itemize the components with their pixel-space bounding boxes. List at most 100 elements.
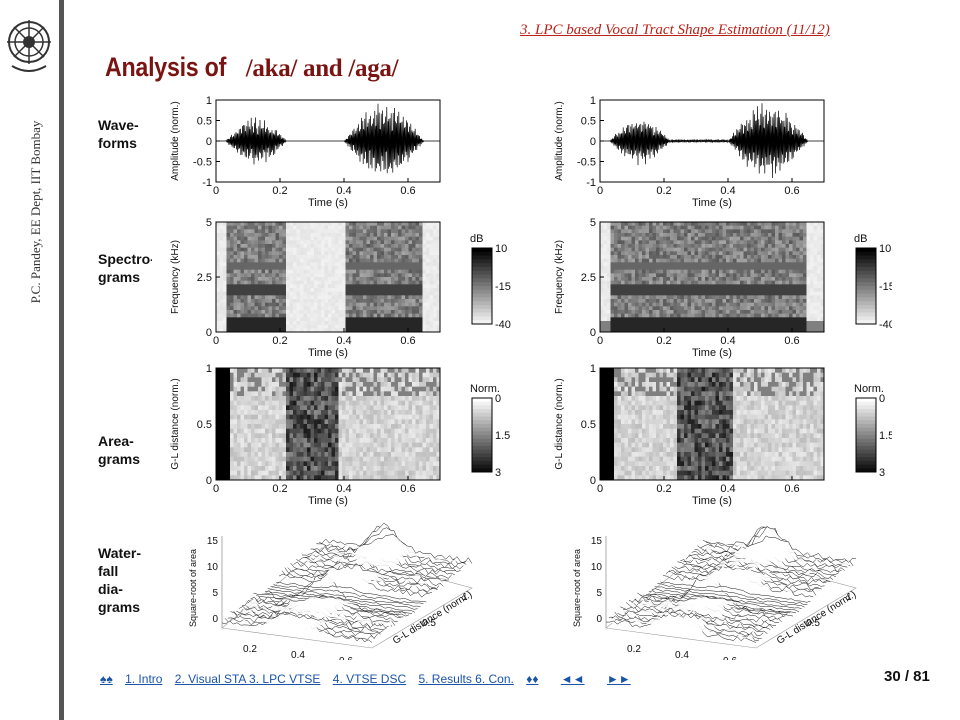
- aga-spec-cell: [684, 273, 688, 278]
- aka-spec-cell: [254, 258, 259, 263]
- aka-area-cell: [419, 419, 423, 425]
- aka-area-cell: [233, 442, 238, 448]
- aga-spec-cell: [722, 299, 727, 304]
- aga-spec-cell: [729, 229, 734, 234]
- aka-area-cell: [240, 438, 245, 444]
- aka-spec-cell: [251, 266, 255, 271]
- aga-spec-cell: [715, 255, 720, 260]
- aka-spec-cell: [286, 251, 290, 256]
- aga-spec-cell: [656, 328, 660, 333]
- aka-spec-cell: [377, 310, 381, 315]
- aga-spec-cell: [638, 269, 643, 274]
- aka-area-cell: [293, 396, 297, 402]
- aka-area-cell: [282, 442, 287, 448]
- aga-spec-cell: [635, 317, 639, 322]
- aga-spec-cell: [649, 255, 653, 260]
- aka-spec-cell: [237, 306, 241, 311]
- aka-spec-cell: [289, 269, 294, 274]
- aka-spec-cell: [226, 284, 231, 289]
- aka-area-cell: [356, 382, 360, 388]
- aka-spec-cell: [300, 284, 304, 289]
- aka-area-cell: [349, 470, 353, 476]
- aga-spec-cell: [624, 258, 629, 263]
- aka-area-cell: [226, 414, 231, 420]
- aka-spec-cell: [296, 269, 301, 274]
- aka-spec-cell: [426, 321, 430, 326]
- aka-spec-cbar-title: dB: [470, 233, 483, 245]
- aka-spec-cell: [268, 233, 273, 238]
- aga-spec-cell: [666, 236, 671, 241]
- aga-spec-cell: [670, 321, 674, 326]
- aga-spec-cell: [743, 236, 748, 241]
- aka-spec-cell: [352, 269, 357, 274]
- aka-area-cell: [398, 428, 402, 434]
- aka-spec-cell: [272, 284, 276, 289]
- aka-spec-cell: [254, 310, 259, 315]
- aka-area-cell: [345, 447, 350, 453]
- aga-spec-cell: [750, 328, 755, 333]
- aka-spec-cell: [401, 284, 406, 289]
- aka-spec-cell: [384, 273, 388, 278]
- aga-spec-cell: [663, 310, 667, 315]
- aka-spec-cell: [230, 321, 234, 326]
- aga-spec-cell: [652, 222, 657, 227]
- aka-spec-cell: [293, 313, 297, 318]
- aka-area-cell: [275, 424, 280, 430]
- aka-area-cell: [230, 428, 234, 434]
- aka-spec-cell: [240, 258, 245, 263]
- aka-area-cell: [415, 466, 420, 472]
- aka-spec-cell: [251, 236, 255, 241]
- aka-spec-cell: [272, 236, 276, 241]
- aga-spec-cell: [712, 229, 716, 234]
- aka-area-cell: [436, 391, 441, 397]
- aka-area-cell: [244, 386, 248, 392]
- aga-spec-cell: [747, 277, 751, 282]
- aka-spec-cell: [286, 306, 290, 311]
- section-title-link[interactable]: 3. LPC based Vocal Tract Shape Estimatio…: [520, 22, 830, 38]
- aga-spec-cell: [628, 251, 632, 256]
- aka-spec-cell: [408, 321, 413, 326]
- aka-area-cell: [394, 452, 399, 458]
- aka-spec-cell: [328, 258, 332, 263]
- aka-area-cell: [219, 433, 224, 439]
- aka-spec-cell: [352, 306, 357, 311]
- aka-spec-cell: [429, 229, 434, 234]
- aga-spec-cell: [631, 269, 636, 274]
- aka-area-cell: [219, 372, 224, 378]
- aka-area-cell: [261, 405, 266, 411]
- aka-area-cell: [335, 466, 339, 472]
- aka-spec-cell: [349, 236, 353, 241]
- aka-spec-cell: [296, 236, 301, 241]
- aka-spec-cell: [303, 225, 308, 230]
- aka-area-cell: [401, 368, 406, 374]
- aka-spec-cell: [268, 295, 273, 300]
- aga-spec-cell: [708, 277, 713, 282]
- aka-area-cbar-cell: [472, 468, 492, 473]
- aka-spec-cell: [415, 236, 420, 241]
- aka-spec-cell: [293, 251, 297, 256]
- aka-spec-cell: [338, 262, 343, 267]
- aka-spec-cell: [223, 258, 227, 263]
- aka-spec-cell: [408, 277, 413, 282]
- aga-spec-cell: [677, 225, 681, 230]
- aka-area-cell: [426, 442, 430, 448]
- aga-spec-cell: [747, 302, 751, 307]
- aka-area-cell: [265, 452, 269, 458]
- aga-spec-cell: [743, 299, 748, 304]
- aka-area-cell: [412, 433, 416, 439]
- aga-spec-cell: [698, 295, 702, 300]
- aka-spec-cell: [405, 262, 409, 267]
- aka-spec-cell: [279, 262, 283, 267]
- aka-spec-cell: [251, 291, 255, 296]
- aka-spec-cell: [244, 277, 248, 282]
- aga-spec-cell: [600, 291, 604, 296]
- aka-spec-cell: [324, 269, 329, 274]
- aga-spec-cell: [754, 236, 758, 241]
- aka-spec-cell: [300, 236, 304, 241]
- aka-area-cell: [405, 386, 409, 392]
- aka-spec-cell: [398, 258, 402, 263]
- aka-area-cell: [247, 442, 252, 448]
- aga-spec-cell: [719, 255, 723, 260]
- aka-spec-cell: [279, 233, 283, 238]
